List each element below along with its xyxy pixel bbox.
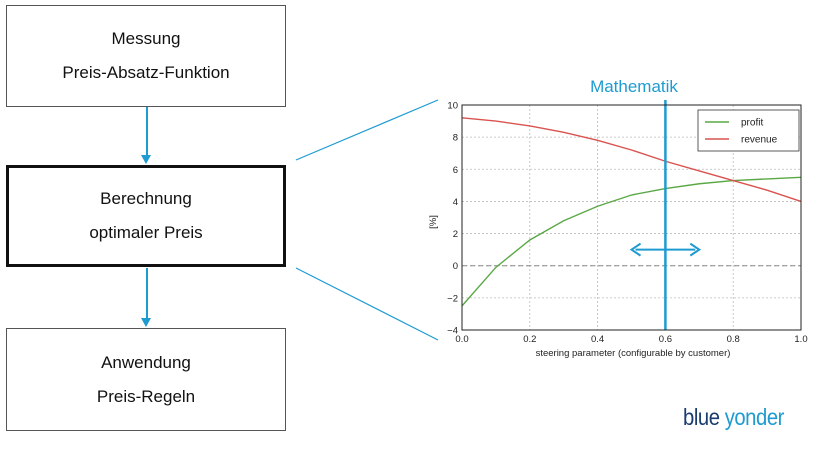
step-box-measurement: Messung Preis-Absatz-Funktion (6, 5, 286, 107)
y-tick-label: −4 (447, 326, 458, 337)
y-tick-label: 0 (453, 261, 458, 272)
x-tick-label: 0.8 (727, 334, 740, 345)
series-line-revenue (461, 117, 802, 203)
x-tick-label: 0.4 (591, 334, 604, 345)
x-tick-label: 0.0 (455, 334, 468, 345)
series-line-profit (461, 176, 802, 307)
logo-word-blue: blue (683, 404, 720, 430)
y-tick-label: −2 (447, 293, 458, 304)
profit-revenue-chart: Mathematik 0.0 0.2 0.4 0.6 0.8 1.0 −4 −2 0 2 4 6 8 1… (428, 77, 808, 359)
step-box-application: Anwendung Preis-Regeln (6, 328, 286, 431)
flow-arrow-1 (146, 107, 148, 155)
step-title: Berechnung (100, 189, 192, 208)
double-arrow-right-head (689, 242, 702, 257)
flow-arrowhead-1 (141, 155, 151, 164)
x-tick-label: 0.6 (659, 334, 672, 345)
steering-double-arrow (629, 242, 702, 257)
y-tick-label: 2 (453, 229, 458, 240)
connector-line-bottom (295, 267, 439, 341)
step-title: Messung (111, 29, 181, 48)
x-tick-label: 1.0 (794, 334, 807, 345)
blue-yonder-logo: blue yonder (683, 404, 784, 431)
y-tick-label: 4 (453, 197, 458, 208)
series-layer (461, 117, 802, 307)
x-tick-labels: 0.0 0.2 0.4 0.6 0.8 1.0 (455, 334, 807, 345)
step-title: Anwendung (101, 352, 191, 372)
plot-frame (461, 104, 802, 331)
y-tick-label: 8 (453, 133, 458, 144)
double-arrow-left-head (629, 242, 642, 257)
step-box-calculation: Berechnung optimaler Preis (6, 165, 286, 267)
y-tick-labels: −4 −2 0 2 4 6 8 10 (447, 101, 458, 337)
chart-legend: profit revenue (697, 109, 800, 152)
flow-arrowhead-2 (141, 318, 151, 327)
chart-title: Mathematik (590, 77, 678, 96)
legend-box (697, 109, 800, 152)
y-tick-label: 10 (447, 101, 458, 112)
y-tick-label: 6 (453, 165, 458, 176)
x-axis-label: steering parameter (configurable by cust… (536, 348, 731, 359)
flow-arrow-2 (146, 268, 148, 318)
x-tick-label: 0.2 (523, 334, 536, 345)
step-subtitle: Preis-Absatz-Funktion (62, 63, 230, 82)
legend-label-profit: profit (741, 118, 763, 129)
y-axis-label: [%] (428, 215, 439, 229)
step-subtitle: optimaler Preis (89, 223, 203, 242)
logo-word-yonder: yonder (724, 404, 785, 430)
legend-label-revenue: revenue (741, 135, 778, 146)
step-subtitle: Preis-Regeln (96, 386, 196, 406)
connector-line-top (295, 99, 439, 161)
